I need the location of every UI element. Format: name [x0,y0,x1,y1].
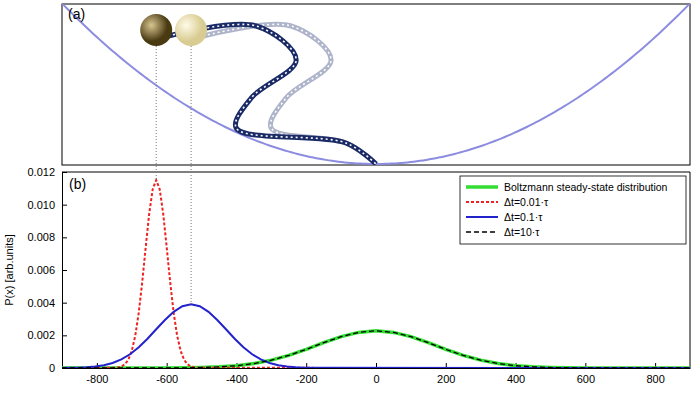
y-tick-mark [62,335,67,336]
figure: -800 -600 -400 -200 0 200 400 600 800 0 0.002 0.004… [0,0,700,395]
x-tick: 200 [437,363,455,385]
y-tick: 0.008 [27,231,67,243]
x-axis-line [63,368,691,369]
y-tick-label: 0.008 [27,231,55,243]
panel-label: (b) [69,176,86,192]
x-tick: -200 [296,363,318,385]
x-tick: 0 [373,363,379,385]
y-axis-title: P(x) [arb.units] [3,234,15,306]
schematic: (a) [62,3,690,165]
line-chart: -800 -600 -400 -200 0 200 400 600 800 0 0.002 0.004… [3,166,691,385]
legend-swatch [466,216,498,218]
y-tick: 0.002 [27,329,67,341]
y-tick-mark [62,237,67,238]
dna-texture [168,24,376,164]
x-tick-label: -800 [86,373,108,385]
legend-swatch [466,231,498,232]
y-tick-label: 0.012 [27,166,55,178]
y-tick: 0.010 [27,199,67,211]
y-tick-label: 0.006 [27,264,55,276]
panel-label: (a) [68,6,85,22]
y-axis: 0 0.002 0.004 0.006 0.008 0.010 0.012 [27,166,67,374]
legend-label: Δt=0.01·τ [504,196,549,208]
x-tick-label: 0 [373,373,379,385]
frame-right [690,172,691,368]
legend-label: Δt=0.1·τ [504,211,543,223]
y-tick-mark [62,368,67,369]
y-tick-label: 0 [49,362,55,374]
guide-line [191,46,192,304]
x-tick-label: -600 [156,373,178,385]
panel-frame [62,4,690,165]
legend-swatch [466,185,498,189]
y-tick-label: 0.002 [27,329,55,341]
y-tick-mark [62,172,67,173]
dna-strand [168,24,376,164]
y-tick: 0.006 [27,264,67,276]
x-tick-label: 400 [507,373,525,385]
y-tick-mark [62,270,67,271]
y-tick-mark [62,303,67,304]
y-tick: 0 [49,362,67,374]
x-tick-label: 200 [437,373,455,385]
y-tick-mark [62,205,67,206]
chart-root: -800 -600 -400 -200 0 200 400 600 800 0 0.002 0.004… [0,0,700,395]
legend-swatch [466,201,498,203]
y-tick: 0.004 [27,297,67,309]
y-tick-label: 0.010 [27,199,55,211]
x-tick-label: -400 [226,373,248,385]
x-tick-label: 600 [577,373,595,385]
legend-label: Δt=10·τ [504,226,540,238]
tether [168,24,376,164]
series-line [62,331,690,368]
legend-box [460,176,686,244]
x-tick-label: 800 [646,373,664,385]
series-line [62,304,690,368]
y-tick: 0.012 [27,166,67,178]
bead [140,14,172,46]
guide-line [156,46,157,180]
legend: Boltzmann steady-state distribution Δt=0.… [460,176,686,244]
legend-label: Boltzmann steady-state distribution [504,181,668,193]
x-tick-label: -200 [296,373,318,385]
bead-previous [175,14,207,46]
series-line [62,331,690,368]
y-tick-label: 0.004 [27,297,55,309]
